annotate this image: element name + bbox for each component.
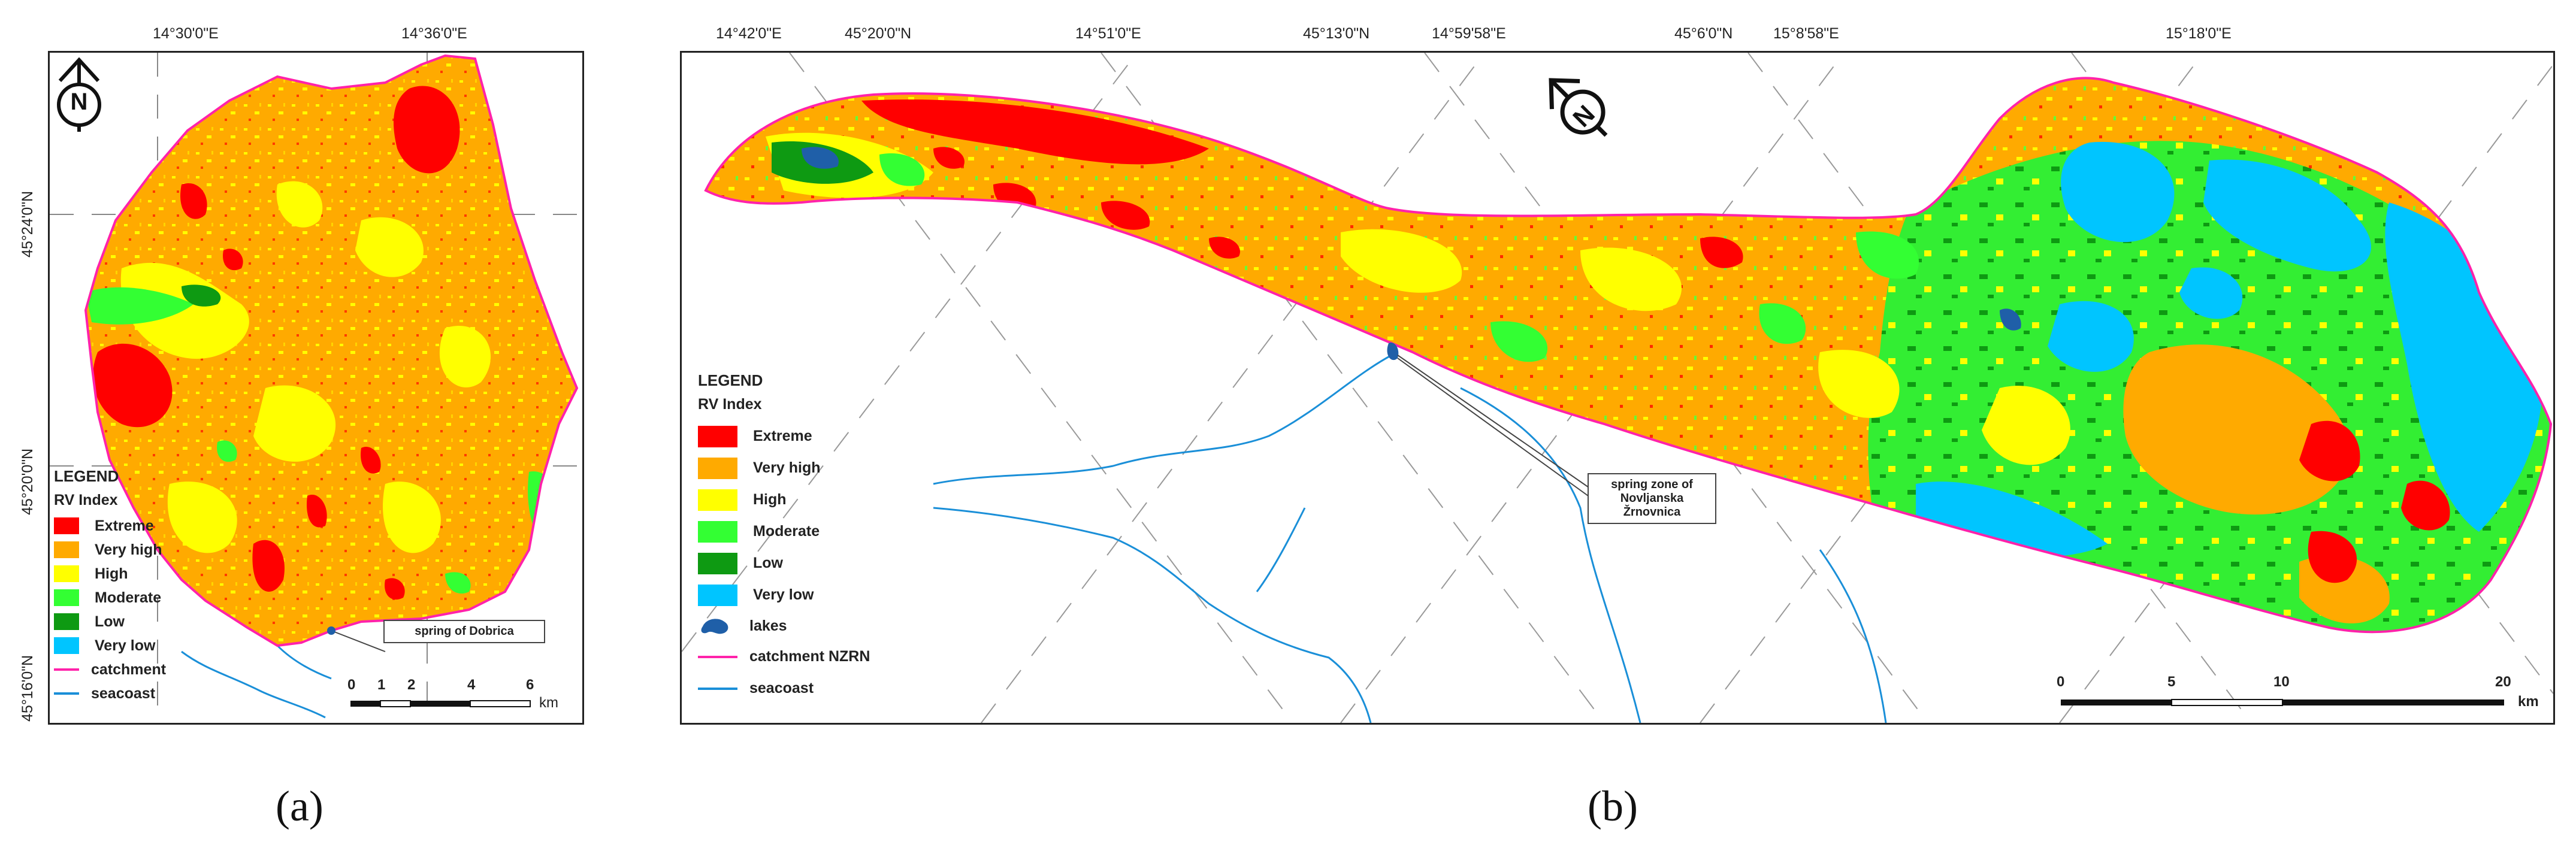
- panel-a-legend-item: Very low: [54, 634, 204, 658]
- panel-b-scale-tick-3: 20: [2495, 674, 2511, 690]
- panel-b-coord-top-1: 14°42'0"E: [716, 25, 782, 42]
- panel-b-legend-item-label: Moderate: [753, 523, 820, 540]
- panel-a-legend-item: Very high: [54, 538, 204, 562]
- panel-b-legend-swatch: [698, 425, 737, 447]
- panel-b-legend-swatch: [698, 584, 737, 606]
- panel-b-coord-top-3: 14°51'0"E: [1075, 25, 1141, 42]
- panel-b-map: [682, 53, 2553, 723]
- panel-a-coord-left-2: 45°20'0"N: [19, 448, 36, 515]
- panel-a-scale-tick-4: 6: [526, 677, 534, 693]
- panel-b-legend-item-label: Very high: [753, 459, 821, 476]
- panel-a-legend-swatch: [54, 637, 79, 654]
- panel-b-scale-tick-2: 10: [2273, 674, 2290, 690]
- panel-a-north-letter: N: [70, 89, 88, 115]
- panel-b-legend-line-item: catchment NZRN: [698, 641, 950, 673]
- panel-b-legend-item-label: High: [753, 491, 787, 508]
- panel-b-scale-tick-0: 0: [2057, 674, 2065, 690]
- panel-b-legend-lakes: lakes: [698, 611, 950, 641]
- panel-b-legend-item: Extreme: [698, 420, 950, 452]
- panel-a-coord-left-3: 45°16'0"N: [19, 655, 36, 722]
- panel-a-legend-line-swatch: [54, 692, 79, 695]
- panel-a-legend: LEGEND RV Index Extreme Very high High Mode…: [54, 467, 204, 705]
- panel-b-legend-item: Low: [698, 547, 950, 579]
- panel-b-legend-item-label: Low: [753, 555, 783, 571]
- panel-a-north-arrow-icon: [57, 57, 101, 132]
- panel-a-legend-swatch: [54, 541, 79, 558]
- panel-a-scale-tick-0: 0: [347, 677, 356, 693]
- panel-a-map: [50, 53, 582, 723]
- panel-a-legend-subtitle: RV Index: [54, 492, 118, 508]
- panel-b-legend-swatch: [698, 457, 737, 479]
- panel-a-legend-line-item: seacoast: [54, 682, 204, 705]
- panel-a-legend-item: Low: [54, 610, 204, 634]
- panel-a-legend-swatch: [54, 589, 79, 606]
- panel-a-coord-top-2: 14°36'0"E: [401, 25, 467, 42]
- panel-a-scale-bar: 0 1 2 4 6 km: [347, 677, 569, 713]
- panel-a-scale-unit: km: [539, 695, 558, 711]
- panel-a-legend-item-label: Very high: [95, 541, 162, 558]
- panel-a-coord-left-1: 45°24'0"N: [19, 190, 36, 258]
- panel-b-callout: spring zone of Novljanska Žrnovnica: [1588, 473, 1716, 524]
- panel-b-legend-line-item: seacoast: [698, 673, 950, 704]
- panel-a-legend-item: Extreme: [54, 514, 204, 538]
- panel-b-coord-top-6: 45°6'0"N: [1674, 25, 1733, 42]
- panel-b-legend-swatch: [698, 552, 737, 574]
- panel-b-legend-item: High: [698, 484, 950, 516]
- panel-b-legend-subtitle: RV Index: [698, 396, 762, 413]
- panel-b-callout-line-1: spring zone of: [1611, 478, 1693, 491]
- panel-a-legend-swatch: [54, 613, 79, 630]
- panel-a-legend-item-label: Very low: [95, 637, 156, 654]
- panel-a-legend-line-item: catchment: [54, 658, 204, 682]
- panel-b-north-arrow-icon: [1549, 78, 1608, 137]
- panel-b-coord-top-8: 15°18'0"E: [2166, 25, 2232, 42]
- panel-b-legend-item: Very high: [698, 452, 950, 484]
- caption-b: (b): [1588, 782, 1638, 830]
- panel-a-legend-title: LEGEND: [54, 467, 119, 485]
- panel-b-legend-line-label: catchment NZRN: [749, 648, 870, 665]
- panel-b-legend-line-label: seacoast: [749, 680, 814, 697]
- panel-b-coord-top-5: 14°59'58"E: [1432, 25, 1506, 42]
- panel-a-coord-top-1: 14°30'0"E: [153, 25, 219, 42]
- panel-b-legend-swatch: [698, 520, 737, 543]
- caption-a: (a): [276, 782, 323, 830]
- panel-a-legend-line-label: seacoast: [91, 685, 156, 702]
- panel-b-coord-top-2: 45°20'0"N: [845, 25, 912, 42]
- panel-b-coord-top-4: 45°13'0"N: [1303, 25, 1370, 42]
- panel-b-legend-item-label: Very low: [753, 586, 814, 603]
- panel-b-coord-top-7: 15°8'58"E: [1773, 25, 1839, 42]
- panel-b-callout-line-2: Novljanska Žrnovnica: [1620, 492, 1684, 519]
- panel-a-legend-line-label: catchment: [91, 661, 167, 678]
- panel-b-legend-item: Moderate: [698, 516, 950, 547]
- panel-a-scale-tick-1: 1: [377, 677, 386, 693]
- panel-b-scale-unit: km: [2518, 694, 2539, 710]
- panel-b-legend-lakes-label: lakes: [749, 617, 787, 634]
- panel-a-scale-tick-3: 4: [467, 677, 476, 693]
- panel-b-legend-title: LEGEND: [698, 371, 763, 389]
- panel-a-legend-item-label: High: [95, 565, 128, 582]
- panel-b-legend-swatch: [698, 489, 737, 511]
- panel-b-legend-item: Very low: [698, 579, 950, 611]
- panel-a-legend-swatch: [54, 517, 79, 534]
- panel-a-scale-tick-2: 2: [407, 677, 416, 693]
- panel-a-legend-swatch: [54, 565, 79, 582]
- panel-a-legend-item-label: Extreme: [95, 517, 154, 534]
- panel-a-legend-line-swatch: [54, 668, 79, 671]
- panel-b-scale-tick-1: 5: [2167, 674, 2176, 690]
- panel-b-legend-item-label: Extreme: [753, 428, 812, 444]
- panel-b-scale-bar: 0 5 10 20 km: [2052, 671, 2549, 713]
- panel-b-legend-line-swatch: [698, 687, 737, 690]
- panel-a-legend-item: Moderate: [54, 586, 204, 610]
- panel-a-legend-item: High: [54, 562, 204, 586]
- panel-a-legend-item-label: Low: [95, 613, 125, 630]
- panel-a-callout: spring of Dobrica: [383, 620, 545, 643]
- panel-b-legend-line-swatch: [698, 655, 737, 658]
- panel-a-legend-item-label: Moderate: [95, 589, 162, 606]
- panel-b-legend: LEGEND RV Index Extreme Very high High Mode…: [698, 371, 950, 704]
- lakes-icon: [701, 619, 728, 634]
